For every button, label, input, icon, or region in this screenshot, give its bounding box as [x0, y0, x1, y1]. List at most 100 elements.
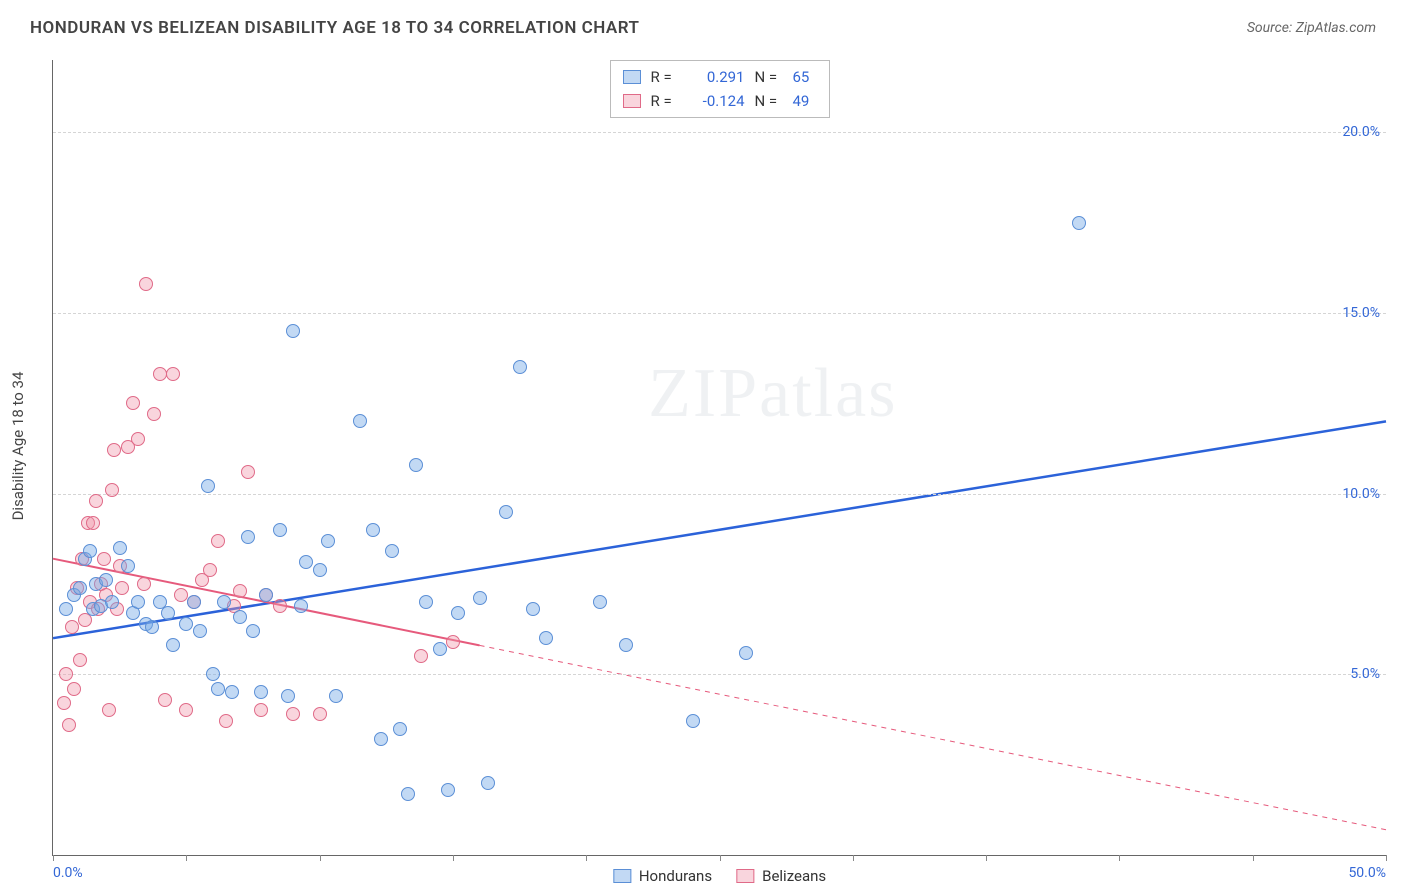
data-point — [1072, 216, 1086, 230]
gridline — [53, 313, 1386, 314]
x-tick — [720, 855, 721, 861]
data-point — [353, 414, 367, 428]
data-point — [187, 595, 201, 609]
data-point — [299, 555, 313, 569]
data-point — [174, 588, 188, 602]
data-point — [107, 443, 121, 457]
data-point — [179, 703, 193, 717]
x-tick-label: 50.0% — [1348, 865, 1386, 881]
data-point — [203, 563, 217, 577]
data-point — [366, 523, 380, 537]
data-point — [499, 505, 513, 519]
data-point — [126, 396, 140, 410]
data-point — [246, 624, 260, 638]
data-point — [446, 635, 460, 649]
data-point — [211, 534, 225, 548]
data-point — [273, 523, 287, 537]
data-point — [59, 667, 73, 681]
data-point — [193, 624, 207, 638]
data-point — [513, 360, 527, 374]
data-point — [139, 277, 153, 291]
data-point — [259, 588, 273, 602]
x-tick — [186, 855, 187, 861]
data-point — [526, 602, 540, 616]
x-tick-label: 0.0% — [53, 865, 83, 881]
data-point — [619, 638, 633, 652]
data-point — [137, 577, 151, 591]
data-point — [233, 584, 247, 598]
data-point — [401, 787, 415, 801]
data-point — [166, 638, 180, 652]
data-point — [67, 682, 81, 696]
data-point — [286, 324, 300, 338]
x-tick — [853, 855, 854, 861]
series-legend: Hondurans Belizeans — [613, 867, 826, 885]
data-point — [161, 606, 175, 620]
x-tick — [1386, 855, 1387, 861]
data-point — [321, 534, 335, 548]
data-point — [385, 544, 399, 558]
swatch-pink-icon — [623, 94, 641, 108]
data-point — [145, 620, 159, 634]
gridline — [53, 674, 1386, 675]
data-point — [62, 718, 76, 732]
data-point — [225, 685, 239, 699]
x-tick — [1119, 855, 1120, 861]
x-tick — [53, 855, 54, 861]
swatch-blue-icon — [623, 70, 641, 84]
data-point — [241, 530, 255, 544]
data-point — [59, 602, 73, 616]
y-tick-label: 20.0% — [1342, 124, 1380, 140]
data-point — [739, 646, 753, 660]
data-point — [89, 494, 103, 508]
data-point — [441, 783, 455, 797]
gridline — [53, 132, 1386, 133]
data-point — [201, 479, 215, 493]
data-point — [286, 707, 300, 721]
data-point — [121, 559, 135, 573]
data-point — [105, 595, 119, 609]
source-label: Source: ZipAtlas.com — [1247, 20, 1376, 36]
data-point — [219, 714, 233, 728]
watermark: ZIPatlas — [648, 354, 897, 434]
data-point — [217, 595, 231, 609]
data-point — [57, 696, 71, 710]
data-point — [211, 682, 225, 696]
data-point — [73, 653, 87, 667]
y-tick-label: 15.0% — [1342, 305, 1380, 321]
data-point — [86, 516, 100, 530]
data-point — [147, 407, 161, 421]
legend-item-belizeans: Belizeans — [736, 867, 826, 885]
correlation-legend: R = 0.291 N = 65 R = -0.124 N = 49 — [610, 60, 830, 118]
x-tick — [986, 855, 987, 861]
data-point — [254, 685, 268, 699]
x-tick — [1253, 855, 1254, 861]
data-point — [273, 599, 287, 613]
data-point — [206, 667, 220, 681]
chart-plot-area: ZIPatlas R = 0.291 N = 65 R = -0.124 N =… — [52, 60, 1386, 856]
y-tick-label: 5.0% — [1350, 666, 1380, 682]
data-point — [313, 563, 327, 577]
x-tick — [320, 855, 321, 861]
data-point — [99, 573, 113, 587]
data-point — [115, 581, 129, 595]
gridline — [53, 494, 1386, 495]
data-point — [83, 544, 97, 558]
legend-row-belizeans: R = -0.124 N = 49 — [623, 89, 817, 113]
data-point — [131, 432, 145, 446]
data-point — [105, 483, 119, 497]
data-point — [481, 776, 495, 790]
y-axis-label: Disability Age 18 to 34 — [9, 372, 27, 521]
data-point — [393, 722, 407, 736]
x-tick — [453, 855, 454, 861]
data-point — [539, 631, 553, 645]
chart-title: HONDURAN VS BELIZEAN DISABILITY AGE 18 T… — [30, 18, 639, 38]
data-point — [433, 642, 447, 656]
data-point — [158, 693, 172, 707]
data-point — [254, 703, 268, 717]
data-point — [329, 689, 343, 703]
legend-row-hondurans: R = 0.291 N = 65 — [623, 65, 817, 89]
data-point — [97, 552, 111, 566]
data-point — [313, 707, 327, 721]
data-point — [374, 732, 388, 746]
